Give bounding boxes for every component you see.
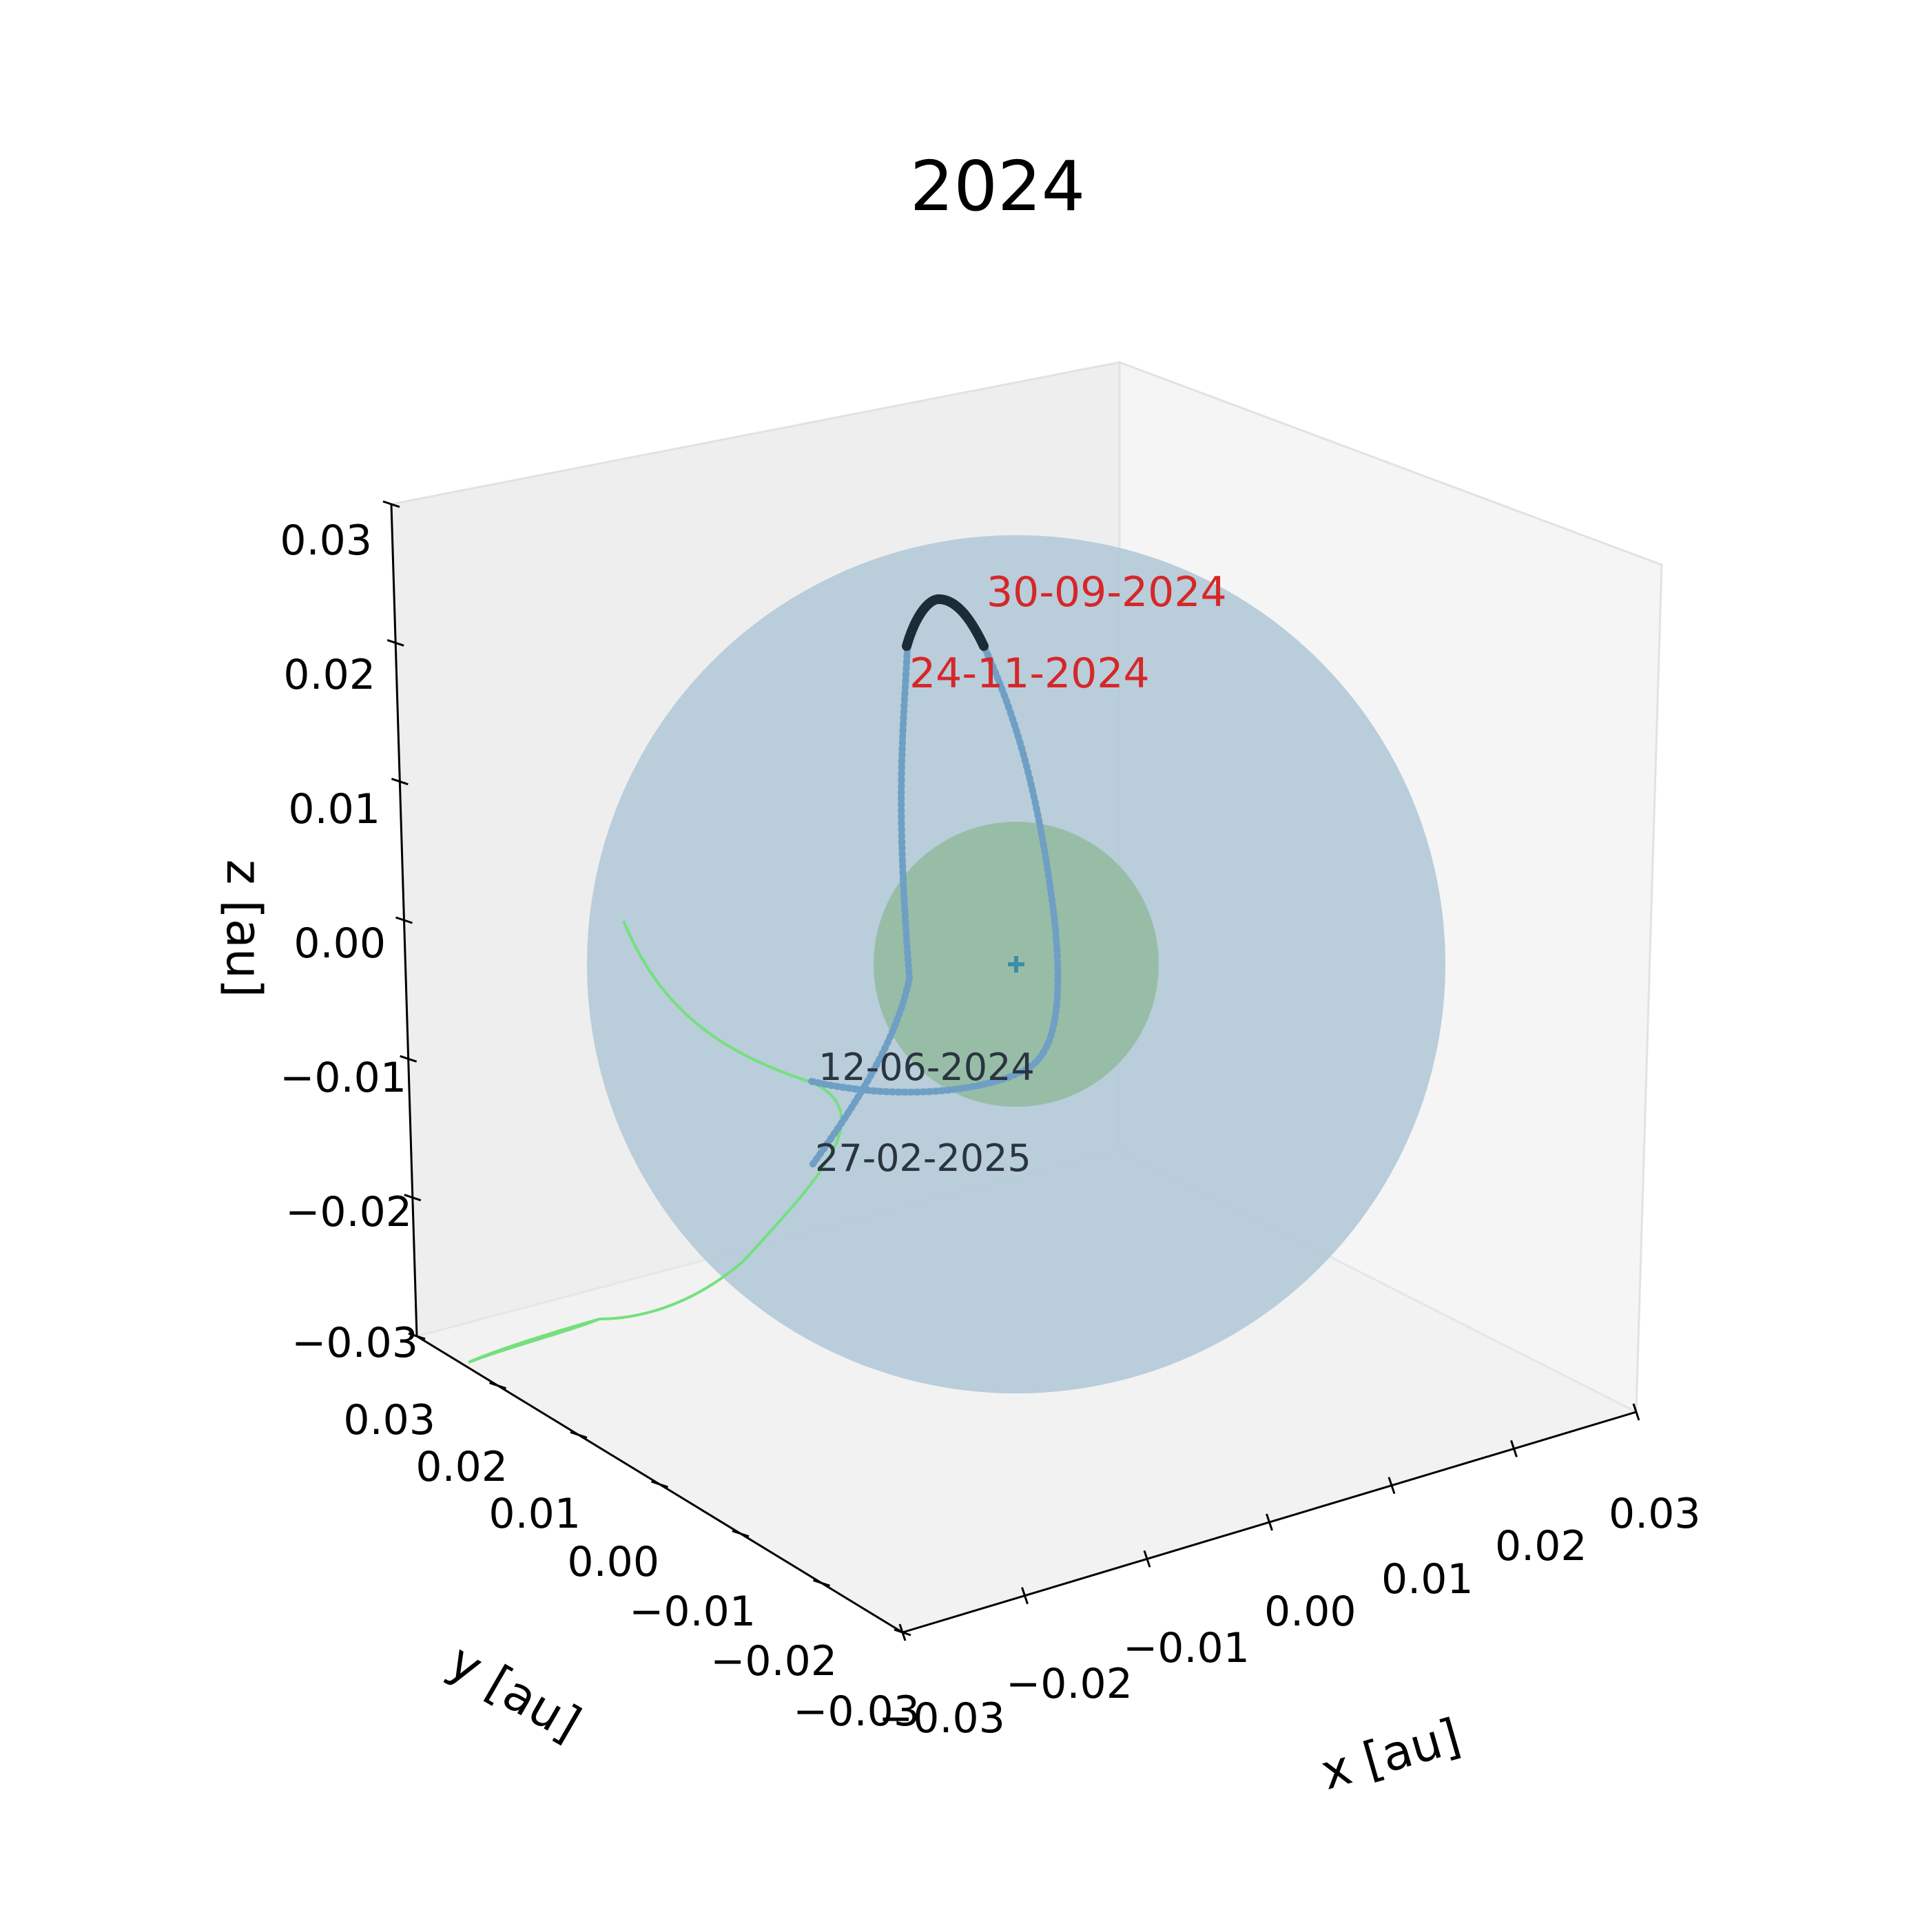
tick-mark — [898, 1623, 907, 1641]
tick-mark — [570, 1431, 588, 1439]
z-tick-label: −0.01 — [280, 1054, 406, 1102]
z-tick-label: −0.02 — [285, 1188, 412, 1236]
x-tick-label: 0.02 — [1495, 1522, 1587, 1570]
tick-mark — [404, 1194, 422, 1202]
y-axis-label: y [au] — [439, 1632, 590, 1752]
y-tick-label: −0.02 — [710, 1637, 837, 1685]
x-axis-label: x [au] — [1314, 1707, 1466, 1800]
tick-mark — [1510, 1440, 1518, 1457]
tick-mark — [732, 1530, 750, 1538]
x-tick-label: 0.01 — [1381, 1555, 1474, 1603]
y-tick-label: 0.00 — [567, 1538, 659, 1586]
tick-mark — [1388, 1477, 1396, 1495]
tick-mark — [1266, 1513, 1273, 1531]
tick-mark — [813, 1579, 830, 1587]
tick-mark — [1021, 1587, 1029, 1605]
trajectory-line — [468, 920, 843, 1364]
x-tick-marks — [898, 1403, 1640, 1641]
y-tick-label: −0.03 — [793, 1687, 920, 1736]
z-tick-label: 0.02 — [283, 651, 375, 699]
tick-mark — [408, 1332, 426, 1340]
date-label: 27-02-2025 — [815, 1136, 1031, 1180]
y-tick-label: −0.01 — [629, 1588, 756, 1636]
tick-mark — [382, 500, 400, 508]
dotted-path — [808, 643, 1062, 1167]
date-label: 30-09-2024 — [987, 568, 1227, 616]
y-tick-label: 0.02 — [415, 1443, 508, 1491]
tick-mark — [489, 1382, 506, 1390]
z-tick-label: 0.01 — [288, 785, 380, 833]
center-marker — [1008, 956, 1024, 973]
z-tick-label: −0.03 — [291, 1319, 418, 1367]
highlight-arc — [902, 594, 989, 651]
tick-mark — [391, 778, 409, 786]
tick-mark — [651, 1480, 668, 1488]
y-tick-label: 0.01 — [488, 1490, 581, 1538]
z-axis-label: z [au] — [216, 860, 272, 998]
z-tick-label: 0.03 — [280, 517, 372, 565]
date-label: 12-06-2024 — [818, 1046, 1035, 1089]
z-tick-label: 0.00 — [293, 920, 386, 968]
x-tick-label: 0.00 — [1264, 1588, 1357, 1636]
tick-mark — [1143, 1550, 1151, 1568]
y-tick-label: 0.03 — [343, 1396, 435, 1444]
x-tick-label: −0.03 — [878, 1694, 1005, 1743]
tick-mark — [1632, 1403, 1640, 1421]
tick-mark — [395, 916, 413, 924]
date-label: 24-11-2024 — [909, 650, 1150, 698]
x-tick-label: −0.02 — [1006, 1660, 1133, 1708]
chart-title: 2024 — [910, 146, 1086, 227]
x-tick-label: −0.01 — [1123, 1624, 1250, 1672]
tick-mark — [386, 638, 404, 647]
tick-mark — [400, 1055, 417, 1063]
x-tick-label: 0.03 — [1609, 1490, 1701, 1538]
